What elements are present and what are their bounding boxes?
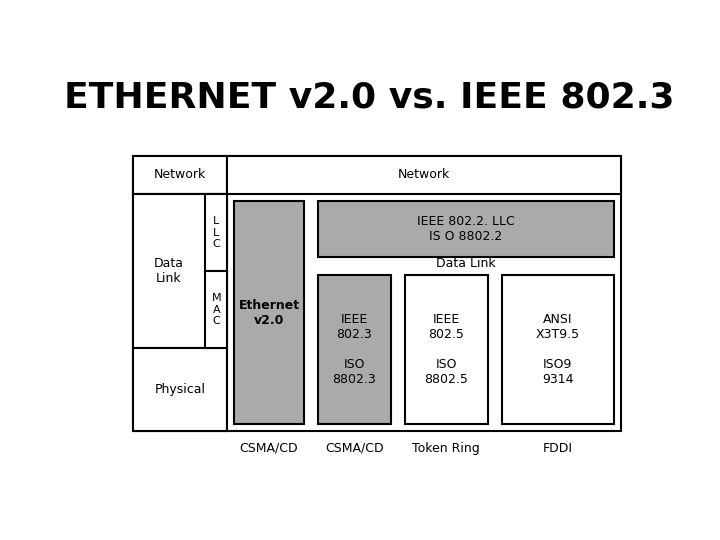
Bar <box>405 275 487 424</box>
Text: Network: Network <box>398 168 450 181</box>
Bar <box>205 271 228 348</box>
Text: Data
Link: Data Link <box>154 257 184 285</box>
Text: M
A
C: M A C <box>212 293 221 326</box>
Bar <box>132 156 228 194</box>
Bar <box>132 194 228 348</box>
Bar <box>205 194 228 271</box>
Text: ANSI
X3T9.5

ISO9
9314: ANSI X3T9.5 ISO9 9314 <box>536 313 580 386</box>
Text: CSMA/CD: CSMA/CD <box>325 442 384 455</box>
Bar <box>234 201 304 424</box>
Text: ETHERNET v2.0 vs. IEEE 802.3: ETHERNET v2.0 vs. IEEE 802.3 <box>64 80 674 114</box>
Bar <box>228 156 621 431</box>
Bar <box>228 156 621 194</box>
Bar <box>132 348 228 431</box>
Bar <box>502 275 614 424</box>
Text: IEEE
802.5

ISO
8802.5: IEEE 802.5 ISO 8802.5 <box>424 313 468 386</box>
Text: Data Link: Data Link <box>436 257 495 270</box>
Text: FDDI: FDDI <box>543 442 572 455</box>
Text: Physical: Physical <box>154 383 205 396</box>
Bar <box>132 156 228 431</box>
Text: IEEE
802.3

ISO
8802.3: IEEE 802.3 ISO 8802.3 <box>333 313 376 386</box>
Text: Ethernet
v2.0: Ethernet v2.0 <box>238 299 300 327</box>
Text: L
L
C: L L C <box>212 216 220 249</box>
Bar <box>318 275 391 424</box>
Text: Network: Network <box>154 168 206 181</box>
Text: Token Ring: Token Ring <box>413 442 480 455</box>
Bar <box>318 201 614 256</box>
Text: CSMA/CD: CSMA/CD <box>240 442 298 455</box>
Text: IEEE 802.2. LLC
IS O 8802.2: IEEE 802.2. LLC IS O 8802.2 <box>417 215 515 243</box>
